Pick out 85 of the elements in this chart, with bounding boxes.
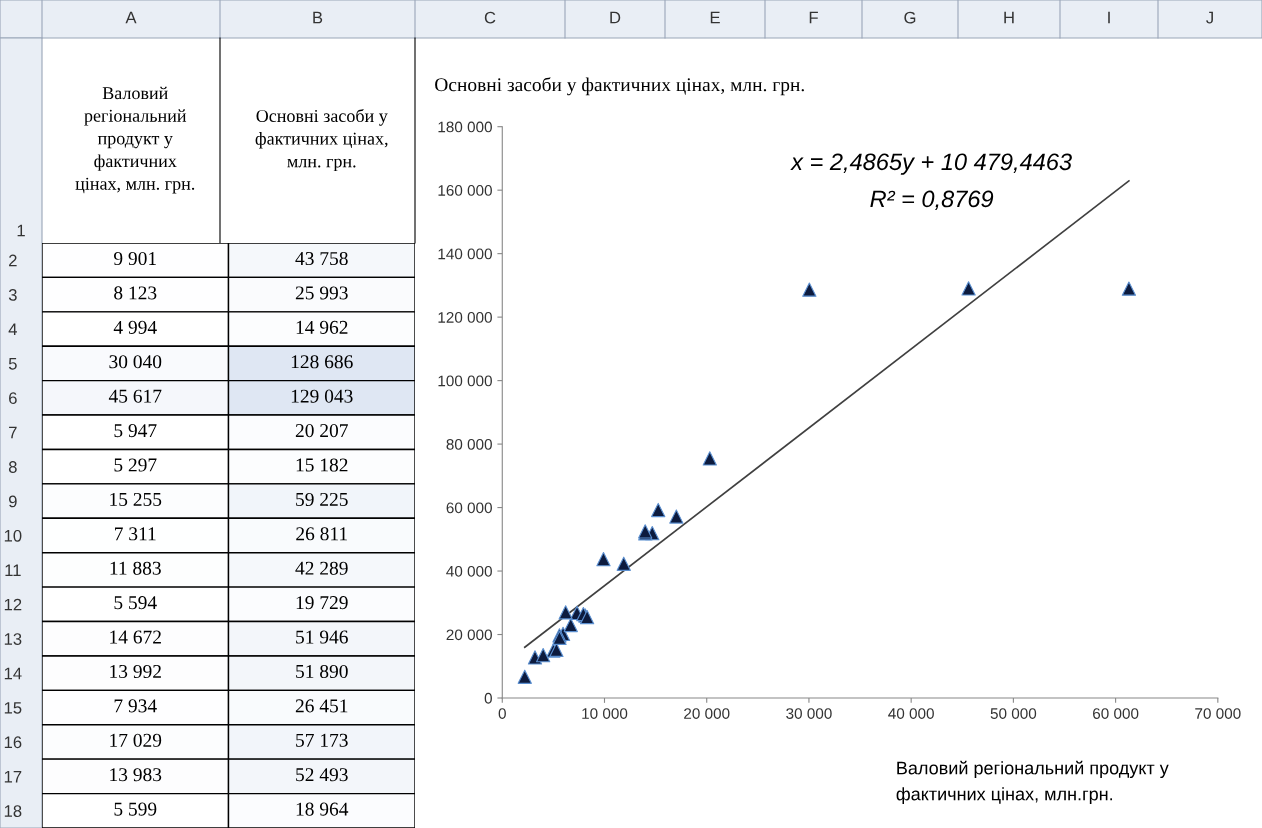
- data-label: 20 207: [295, 424, 348, 438]
- y-tick-label: 100 000: [438, 375, 492, 387]
- data-label: 30 040: [109, 355, 162, 369]
- text: D: [610, 11, 621, 24]
- text: F: [809, 11, 818, 24]
- data-label: 13 992: [110, 664, 161, 679]
- data-label: 15 182: [296, 458, 348, 472]
- text: B: [313, 11, 323, 24]
- y-tick-label: 11: [5, 564, 21, 576]
- y-tick-label: 180 000: [438, 121, 492, 133]
- data-label: 43 758: [295, 251, 348, 266]
- y-tick-label: 40 000: [446, 565, 492, 577]
- data-label: 42 289: [295, 561, 348, 575]
- y-tick-label: 9: [8, 495, 17, 508]
- data-label: 13 983: [110, 768, 162, 782]
- data-label: 4 994: [113, 320, 157, 334]
- y-tick-label: 5: [8, 358, 17, 370]
- text: G: [904, 11, 916, 24]
- x-tick-label: 0: [498, 708, 506, 719]
- data-label: 19 729: [296, 596, 348, 610]
- text: H: [1004, 11, 1014, 24]
- data-label: 52 493: [296, 768, 348, 782]
- y-tick-label: 20 000: [446, 629, 492, 641]
- x-axis-title: Валовий регіональний продукт у фактичних цінах, млн.грн.: [896, 760, 1169, 804]
- y-tick-label: 0: [484, 692, 492, 704]
- data-label: 128 686: [291, 355, 353, 369]
- data-label: 129 043: [291, 389, 353, 403]
- y-tick-label: 140 000: [438, 248, 492, 260]
- y-tick-label: 18: [4, 805, 22, 817]
- text: E: [710, 11, 720, 24]
- y-axis-title: 1: [17, 224, 25, 237]
- chart-title: Основні засоби у фактичних цінах, млн. грн.: [435, 77, 804, 96]
- y-tick-label: 13: [4, 633, 22, 645]
- x-tick-label: 50 000: [990, 708, 1037, 719]
- y-tick-label: 15: [4, 702, 22, 714]
- data-label: 59 225: [296, 492, 348, 506]
- data-label: 7 311: [115, 527, 156, 541]
- text: A: [125, 11, 137, 24]
- y-tick-label: 8: [8, 461, 17, 473]
- y-tick-label: 6: [9, 392, 17, 405]
- data-label: 26 811: [296, 527, 347, 541]
- data-label: 14 962: [296, 320, 348, 334]
- data-label: 18 964: [296, 802, 349, 816]
- x-tick-label: 10 000: [582, 708, 628, 719]
- data-label: 51 946: [296, 630, 348, 644]
- y-tick-label: 14: [4, 667, 22, 680]
- data-label: 25 993: [295, 286, 348, 300]
- data-label: 51 890: [296, 664, 348, 679]
- x-tick-label: 40 000: [888, 708, 934, 719]
- x-tick-label: 70 000: [1195, 708, 1241, 719]
- y-tick-label: 16: [4, 736, 22, 749]
- data-label: 11 883: [110, 561, 161, 575]
- x-tick-label: 30 000: [786, 708, 832, 719]
- data-label: 5 594: [114, 596, 157, 610]
- y-tick-label: 60 000: [446, 502, 492, 514]
- annotation: x = 2,4865y + 10 479,4463: [790, 153, 1072, 175]
- x-tick-label: 60 000: [1093, 708, 1139, 719]
- data-label: 14 672: [110, 630, 161, 644]
- data-label: 15 255: [110, 492, 162, 506]
- y-tick-label: 120 000: [438, 311, 492, 323]
- annotation: R² = 0,8769: [870, 190, 994, 211]
- data-label: 45 617: [108, 389, 162, 403]
- y-tick-label: 4: [8, 323, 17, 336]
- x-tick-label: Валовий регіональний продукт у фактичних цінах, млн. грн.: [75, 86, 195, 194]
- y-tick-label: 12: [4, 598, 22, 611]
- text: C: [484, 11, 496, 24]
- data-label: 5 599: [114, 802, 157, 816]
- data-label: 26 451: [295, 699, 348, 713]
- data-label: 57 173: [296, 733, 348, 747]
- y-tick-label: 2: [9, 254, 17, 267]
- text: J: [1206, 11, 1213, 24]
- x-tick-label: 20 000: [684, 708, 730, 719]
- data-label: 7 934: [114, 699, 157, 713]
- data-label: 9 901: [114, 251, 156, 266]
- data-label: 5 947: [114, 424, 157, 438]
- data-label: 17 029: [110, 733, 162, 747]
- y-tick-label: 3: [8, 289, 17, 301]
- y-tick-label: 17: [4, 770, 22, 783]
- y-tick-label: 10: [4, 529, 22, 542]
- y-tick-label: 80 000: [446, 438, 492, 450]
- y-tick-label: 7: [9, 426, 17, 439]
- data-label: 8 123: [114, 286, 157, 300]
- data-label: 5 297: [114, 458, 157, 472]
- y-tick-label: 160 000: [438, 185, 492, 196]
- text: I: [1108, 11, 1110, 24]
